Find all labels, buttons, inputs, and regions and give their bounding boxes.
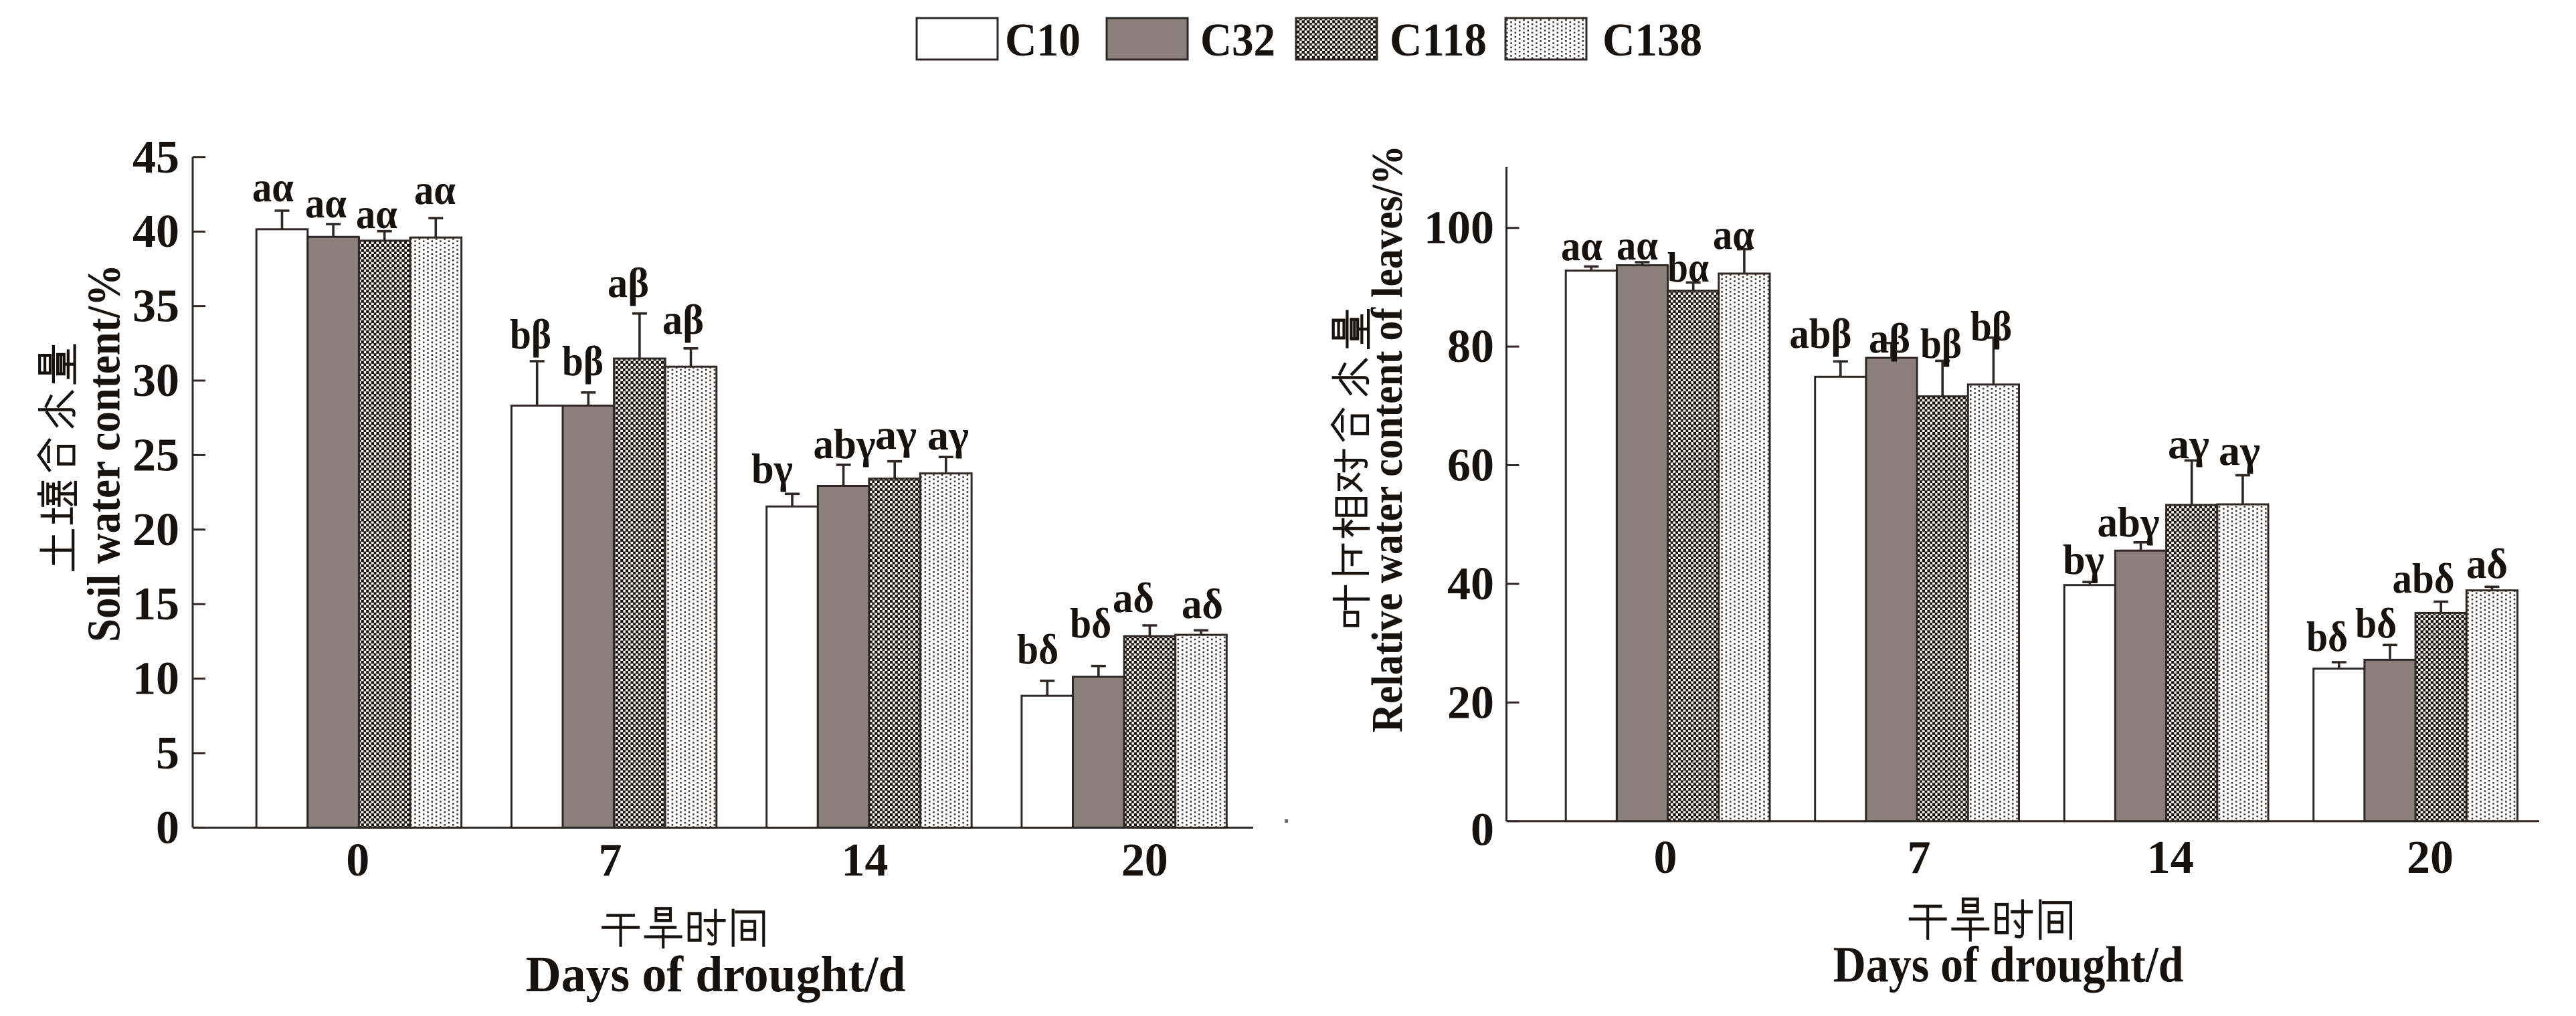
svg-text:bβ: bβ bbox=[510, 310, 551, 358]
svg-text:Soil water content/%: Soil water content/% bbox=[78, 264, 130, 642]
svg-text:aα: aα bbox=[252, 163, 294, 211]
svg-text:C138: C138 bbox=[1602, 15, 1702, 66]
svg-text:aδ: aδ bbox=[1113, 574, 1154, 621]
svg-text:100: 100 bbox=[1424, 203, 1494, 254]
svg-text:bγ: bγ bbox=[2063, 536, 2104, 583]
svg-text:abβ: abβ bbox=[1790, 310, 1852, 357]
svg-text:aγ: aγ bbox=[2168, 420, 2209, 468]
svg-text:bδ: bδ bbox=[2306, 613, 2348, 660]
svg-text:aα: aα bbox=[414, 166, 456, 213]
svg-text:20: 20 bbox=[1447, 677, 1494, 728]
svg-text:abδ: abδ bbox=[2393, 554, 2455, 602]
svg-text:25: 25 bbox=[132, 429, 179, 481]
svg-text:20: 20 bbox=[132, 504, 179, 556]
svg-text:40: 40 bbox=[132, 206, 179, 258]
svg-text:abγ: abγ bbox=[814, 420, 876, 468]
svg-text:C118: C118 bbox=[1390, 15, 1487, 66]
svg-text:aα: aα bbox=[356, 190, 397, 237]
svg-text:20: 20 bbox=[1121, 835, 1168, 886]
svg-text:40: 40 bbox=[1447, 558, 1494, 610]
svg-text:35: 35 bbox=[132, 281, 179, 332]
svg-text:7: 7 bbox=[599, 835, 622, 886]
svg-text:15: 15 bbox=[132, 579, 179, 630]
svg-text:0: 0 bbox=[156, 802, 179, 853]
svg-text:30: 30 bbox=[132, 355, 179, 407]
svg-text:aγ: aγ bbox=[875, 411, 917, 458]
svg-text:aδ: aδ bbox=[1182, 580, 1223, 627]
svg-text:60: 60 bbox=[1447, 440, 1494, 492]
svg-text:Days of drought/d: Days of drought/d bbox=[1833, 937, 2184, 993]
svg-text:7: 7 bbox=[1908, 832, 1931, 884]
svg-text:Relative water content of leav: Relative water content of leaves/% bbox=[1363, 145, 1412, 732]
svg-text:aα: aα bbox=[305, 179, 347, 227]
svg-text:aβ: aβ bbox=[662, 296, 704, 343]
svg-text:aβ: aβ bbox=[608, 259, 649, 306]
svg-text:C10: C10 bbox=[1005, 15, 1081, 66]
svg-text:bβ: bβ bbox=[562, 337, 604, 385]
svg-text:0: 0 bbox=[1654, 832, 1677, 884]
svg-text:14: 14 bbox=[2147, 832, 2194, 884]
svg-text:aα: aα bbox=[1713, 211, 1754, 258]
svg-text:80: 80 bbox=[1447, 321, 1494, 373]
svg-text:aα: aα bbox=[1617, 221, 1658, 269]
svg-text:aβ: aβ bbox=[1869, 314, 1910, 362]
svg-text:45: 45 bbox=[132, 132, 179, 183]
svg-text:Days of drought/d: Days of drought/d bbox=[526, 946, 906, 1003]
svg-text:aγ: aγ bbox=[927, 411, 969, 459]
svg-text:0: 0 bbox=[1471, 805, 1494, 856]
svg-text:bβ: bβ bbox=[1920, 320, 1962, 367]
svg-text:10: 10 bbox=[132, 653, 179, 705]
svg-text:bδ: bδ bbox=[1070, 599, 1111, 647]
svg-text:5: 5 bbox=[156, 728, 179, 779]
svg-text:bα: bα bbox=[1667, 243, 1709, 291]
svg-text:14: 14 bbox=[842, 835, 889, 886]
svg-text:bδ: bδ bbox=[2355, 599, 2397, 647]
svg-text:abγ: abγ bbox=[2098, 498, 2160, 546]
svg-text:bδ: bδ bbox=[1017, 625, 1059, 673]
svg-text:0: 0 bbox=[346, 835, 369, 886]
svg-text:C32: C32 bbox=[1200, 15, 1275, 66]
svg-text:aδ: aδ bbox=[2466, 540, 2508, 587]
svg-text:bγ: bγ bbox=[751, 445, 793, 492]
svg-text:aγ: aγ bbox=[2219, 427, 2260, 474]
svg-text:20: 20 bbox=[2407, 832, 2454, 884]
svg-text:bβ: bβ bbox=[1970, 302, 2012, 350]
svg-text:aα: aα bbox=[1561, 222, 1602, 270]
